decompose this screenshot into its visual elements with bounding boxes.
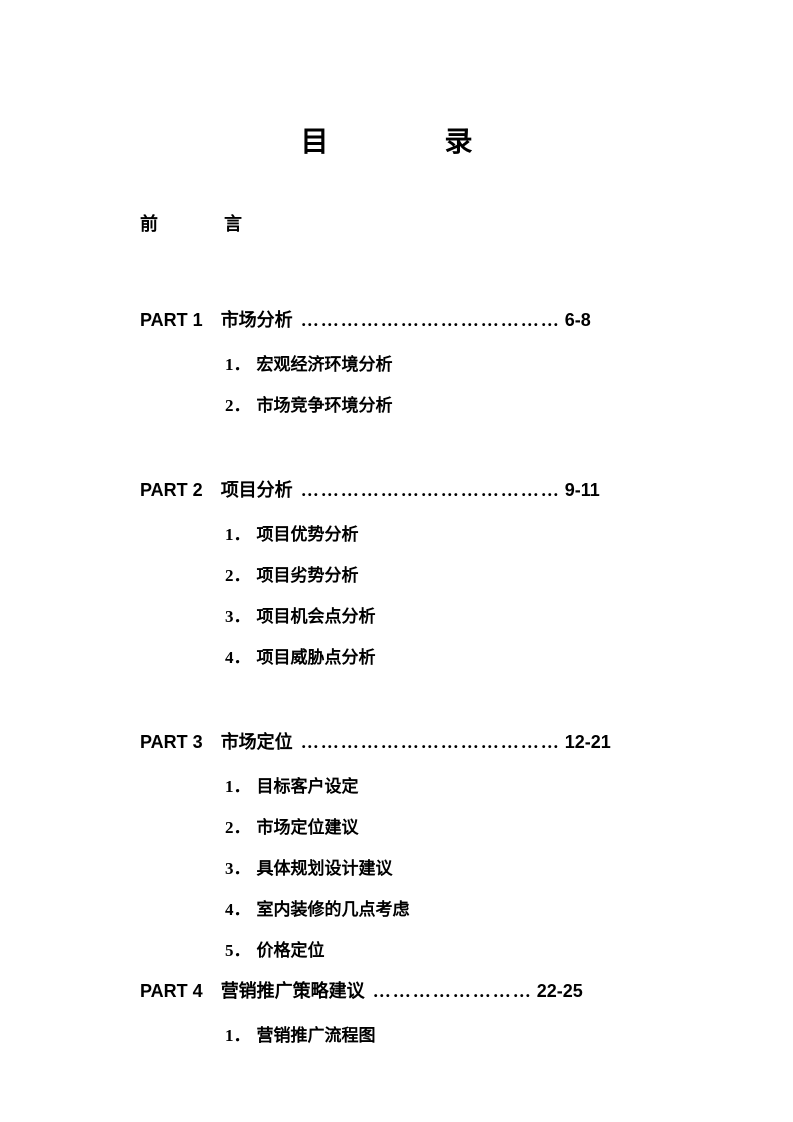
item-text: 具体规划设计建议 <box>257 854 393 879</box>
list-item: 2． 项目劣势分析 <box>225 561 693 586</box>
item-text: 项目威胁点分析 <box>257 643 376 668</box>
part-3-dots: ………………………………… <box>301 732 561 753</box>
page-title: 目 录 <box>100 120 693 160</box>
part-1-name: 市场分析 <box>221 306 293 332</box>
item-number: 1． <box>225 772 251 797</box>
item-number: 1． <box>225 1021 251 1046</box>
item-number: 3． <box>225 854 251 879</box>
part-2-section: PART 2 项目分析 ………………………………… 9-11 1． 项目优势分析… <box>140 476 693 668</box>
part-3-section: PART 3 市场定位 ………………………………… 12-21 1． 目标客户设… <box>140 728 693 961</box>
part-2-sublist: 1． 项目优势分析 2． 项目劣势分析 3． 项目机会点分析 4． 项目威胁点分… <box>140 520 693 668</box>
item-number: 4． <box>225 643 251 668</box>
item-text: 市场定位建议 <box>257 813 359 838</box>
list-item: 5． 价格定位 <box>225 936 693 961</box>
item-text: 项目机会点分析 <box>257 602 376 627</box>
preface-heading: 前 言 <box>140 210 693 236</box>
part-1-sublist: 1． 宏观经济环境分析 2． 市场竞争环境分析 <box>140 350 693 416</box>
list-item: 3． 项目机会点分析 <box>225 602 693 627</box>
part-2-dots: ………………………………… <box>301 480 561 501</box>
part-1-header: PART 1 市场分析 ………………………………… 6-8 <box>140 306 693 332</box>
part-3-pages: 12-21 <box>565 732 611 753</box>
item-number: 2． <box>225 813 251 838</box>
item-text: 市场竞争环境分析 <box>257 391 393 416</box>
list-item: 3． 具体规划设计建议 <box>225 854 693 879</box>
list-item: 4． 项目威胁点分析 <box>225 643 693 668</box>
part-4-pages: 22-25 <box>537 981 583 1002</box>
item-text: 室内装修的几点考虑 <box>257 895 410 920</box>
part-3-header: PART 3 市场定位 ………………………………… 12-21 <box>140 728 693 754</box>
list-item: 1． 营销推广流程图 <box>225 1021 693 1046</box>
part-1-dots: ………………………………… <box>301 310 561 331</box>
list-item: 1． 宏观经济环境分析 <box>225 350 693 375</box>
part-3-sublist: 1． 目标客户设定 2． 市场定位建议 3． 具体规划设计建议 4． 室内装修的… <box>140 772 693 961</box>
list-item: 2． 市场定位建议 <box>225 813 693 838</box>
item-number: 1． <box>225 520 251 545</box>
part-1-pages: 6-8 <box>565 310 591 331</box>
list-item: 1． 项目优势分析 <box>225 520 693 545</box>
list-item: 4． 室内装修的几点考虑 <box>225 895 693 920</box>
item-number: 4． <box>225 895 251 920</box>
part-1-section: PART 1 市场分析 ………………………………… 6-8 1． 宏观经济环境分… <box>140 306 693 416</box>
item-text: 目标客户设定 <box>257 772 359 797</box>
part-4-name: 营销推广策略建议 <box>221 977 365 1003</box>
item-text: 宏观经济环境分析 <box>257 350 393 375</box>
part-3-label: PART 3 <box>140 732 203 753</box>
part-4-section: PART 4 营销推广策略建议 …………………… 22-25 1． 营销推广流程… <box>140 977 693 1046</box>
part-4-label: PART 4 <box>140 981 203 1002</box>
item-number: 5． <box>225 936 251 961</box>
item-number: 3． <box>225 602 251 627</box>
part-2-pages: 9-11 <box>565 480 600 501</box>
list-item: 2． 市场竞争环境分析 <box>225 391 693 416</box>
item-number: 1． <box>225 350 251 375</box>
item-text: 项目优势分析 <box>257 520 359 545</box>
part-4-sublist: 1． 营销推广流程图 <box>140 1021 693 1046</box>
part-4-header: PART 4 营销推广策略建议 …………………… 22-25 <box>140 977 693 1003</box>
item-text: 项目劣势分析 <box>257 561 359 586</box>
part-2-header: PART 2 项目分析 ………………………………… 9-11 <box>140 476 693 502</box>
part-1-label: PART 1 <box>140 310 203 331</box>
part-2-label: PART 2 <box>140 480 203 501</box>
part-2-name: 项目分析 <box>221 476 293 502</box>
item-text: 营销推广流程图 <box>257 1021 376 1046</box>
item-number: 2． <box>225 391 251 416</box>
list-item: 1． 目标客户设定 <box>225 772 693 797</box>
part-4-dots: …………………… <box>373 981 533 1002</box>
part-3-name: 市场定位 <box>221 728 293 754</box>
item-number: 2． <box>225 561 251 586</box>
item-text: 价格定位 <box>257 936 325 961</box>
